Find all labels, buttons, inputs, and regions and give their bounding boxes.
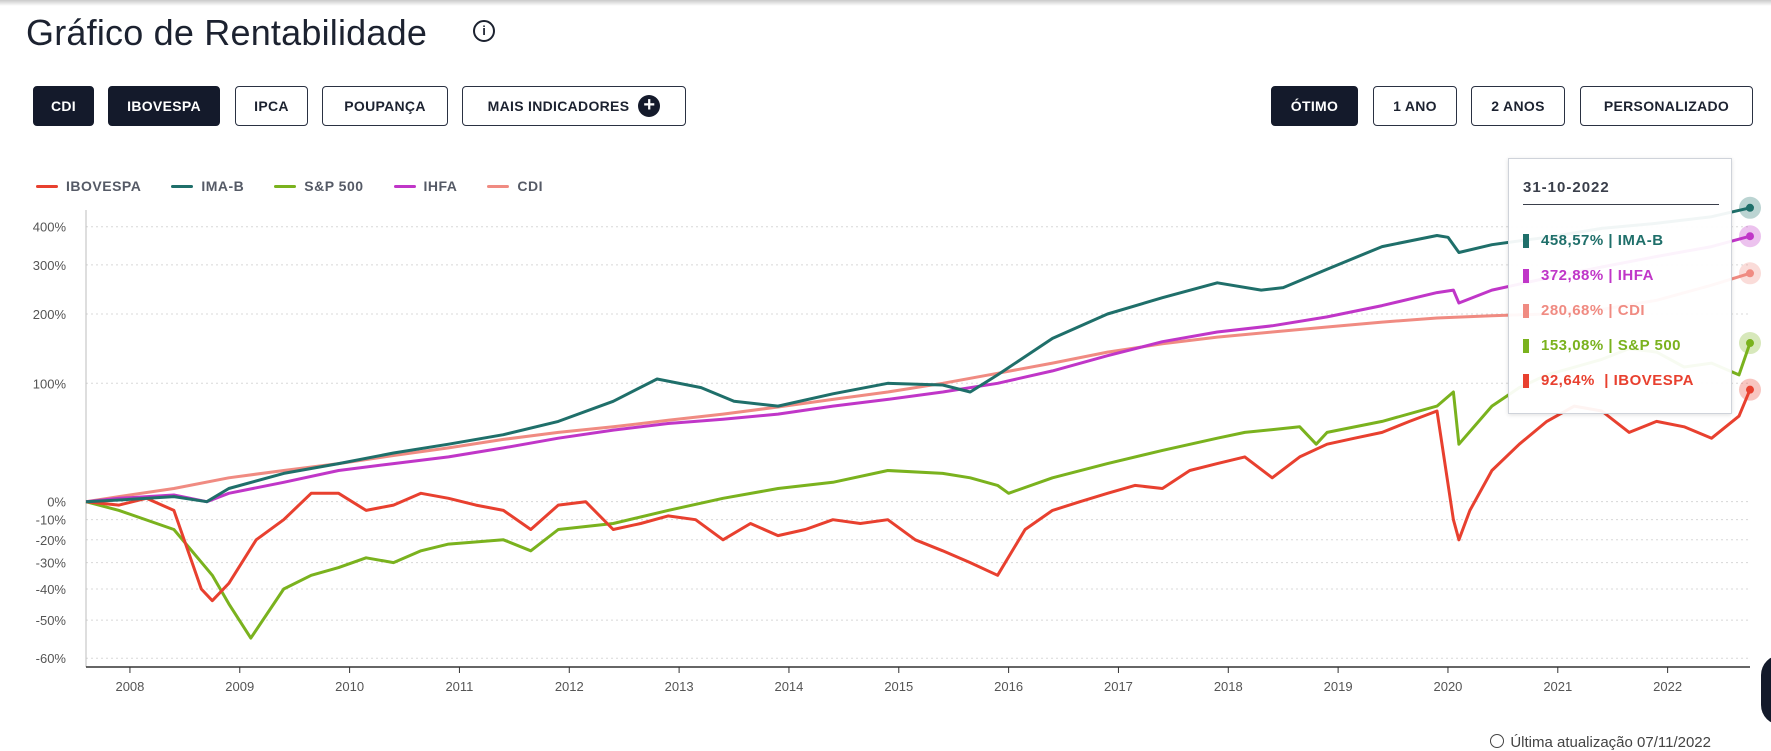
x-tick-label: 2011 <box>445 679 473 694</box>
legend-swatch <box>171 184 194 188</box>
x-tick-label: 2012 <box>555 679 584 694</box>
floating-action-edge[interactable] <box>1761 655 1771 725</box>
tooltip-marker <box>1523 373 1529 388</box>
y-tick-label: 0% <box>47 495 66 510</box>
y-tick-label: -20% <box>36 533 67 548</box>
y-tick-label: -50% <box>36 613 67 628</box>
btn-period-otimo[interactable]: ÓTIMO <box>1271 86 1358 126</box>
legend-ibovespa[interactable]: IBOVESPA <box>36 178 141 194</box>
tooltip-divider <box>1523 204 1719 205</box>
y-tick-label: -60% <box>36 651 67 666</box>
series-line-ibovespa <box>85 389 1752 603</box>
clock-icon <box>1490 734 1505 748</box>
chart-tooltip: 31-10-2022 458,57% | IMA-B 372,88% | IHF… <box>1508 158 1732 414</box>
series-line-ihfa <box>85 234 1751 504</box>
x-tick-label: 2014 <box>774 679 803 694</box>
x-tick-label: 2022 <box>1653 679 1682 694</box>
x-tick-label: 2009 <box>225 679 254 694</box>
legend-swatch <box>36 184 58 188</box>
x-tick-label: 2016 <box>994 679 1023 694</box>
x-tick-label: 2013 <box>665 679 694 694</box>
last-update: Última atualização 07/11/2022 <box>1490 734 1711 751</box>
y-tick-label: 200% <box>33 307 67 322</box>
legend-sp500[interactable]: S&P 500 <box>274 178 363 194</box>
end-marker <box>1746 385 1754 394</box>
y-tick-label: -40% <box>36 582 67 597</box>
y-tick-label: -30% <box>36 556 67 571</box>
x-tick-label: 2015 <box>884 679 913 694</box>
btn-mais-indicadores[interactable]: MAIS INDICADORES + <box>462 86 686 126</box>
x-tick-label: 2019 <box>1324 679 1353 694</box>
info-icon[interactable]: i <box>473 20 495 42</box>
tooltip-row-sp500: 153,08% | S&P 500 <box>1523 337 1681 354</box>
y-tick-label: 400% <box>33 220 67 235</box>
x-tick-label: 2010 <box>335 679 364 694</box>
tooltip-row-ihfa: 372,88% | IHFA <box>1523 267 1654 284</box>
tooltip-marker <box>1523 303 1529 318</box>
btn-period-1-ano[interactable]: 1 ANO <box>1373 86 1457 126</box>
tooltip-row-ibovespa: 92,64% | IBOVESPA <box>1523 372 1694 389</box>
x-tick-label: 2021 <box>1543 679 1572 694</box>
end-marker <box>1746 232 1754 241</box>
chart-legend: IBOVESPA IMA-B S&P 500 IHFA CDI <box>36 178 573 194</box>
page-title: Gráfico de Rentabilidade <box>26 12 428 53</box>
btn-period-2-anos[interactable]: 2 ANOS <box>1471 86 1565 126</box>
legend-ihfa[interactable]: IHFA <box>393 178 458 194</box>
end-marker <box>1746 203 1754 212</box>
series-line-cdi <box>85 271 1751 504</box>
btn-poupanca[interactable]: POUPANÇA <box>322 86 448 126</box>
y-tick-label: 300% <box>33 258 67 273</box>
plus-icon: + <box>638 95 661 117</box>
x-tick-label: 2018 <box>1214 679 1243 694</box>
y-tick-label: -10% <box>36 513 67 528</box>
legend-swatch <box>274 184 297 188</box>
x-tick-label: 2008 <box>115 679 144 694</box>
legend-cdi[interactable]: CDI <box>487 178 543 194</box>
end-marker <box>1746 339 1754 348</box>
btn-period-personalizado[interactable]: PERSONALIZADO <box>1580 86 1753 126</box>
top-shadow <box>0 0 1771 6</box>
legend-swatch <box>487 184 510 188</box>
legend-swatch <box>393 184 416 188</box>
x-tick-label: 2020 <box>1433 679 1462 694</box>
legend-ima-b[interactable]: IMA-B <box>171 178 244 194</box>
tooltip-marker <box>1523 338 1529 353</box>
btn-cdi[interactable]: CDI <box>33 86 94 126</box>
btn-ibovespa[interactable]: IBOVESPA <box>108 86 220 126</box>
y-tick-label: 100% <box>33 376 67 391</box>
btn-ipca[interactable]: IPCA <box>235 86 308 126</box>
tooltip-row-cdi: 280,68% | CDI <box>1523 302 1645 319</box>
tooltip-date: 31-10-2022 <box>1523 179 1610 196</box>
tooltip-marker <box>1523 268 1529 283</box>
tooltip-marker <box>1523 233 1529 248</box>
series-line-ima-b <box>85 206 1751 504</box>
x-tick-label: 2017 <box>1104 679 1133 694</box>
end-marker <box>1746 269 1754 278</box>
tooltip-row-ima-b: 458,57% | IMA-B <box>1523 232 1664 249</box>
